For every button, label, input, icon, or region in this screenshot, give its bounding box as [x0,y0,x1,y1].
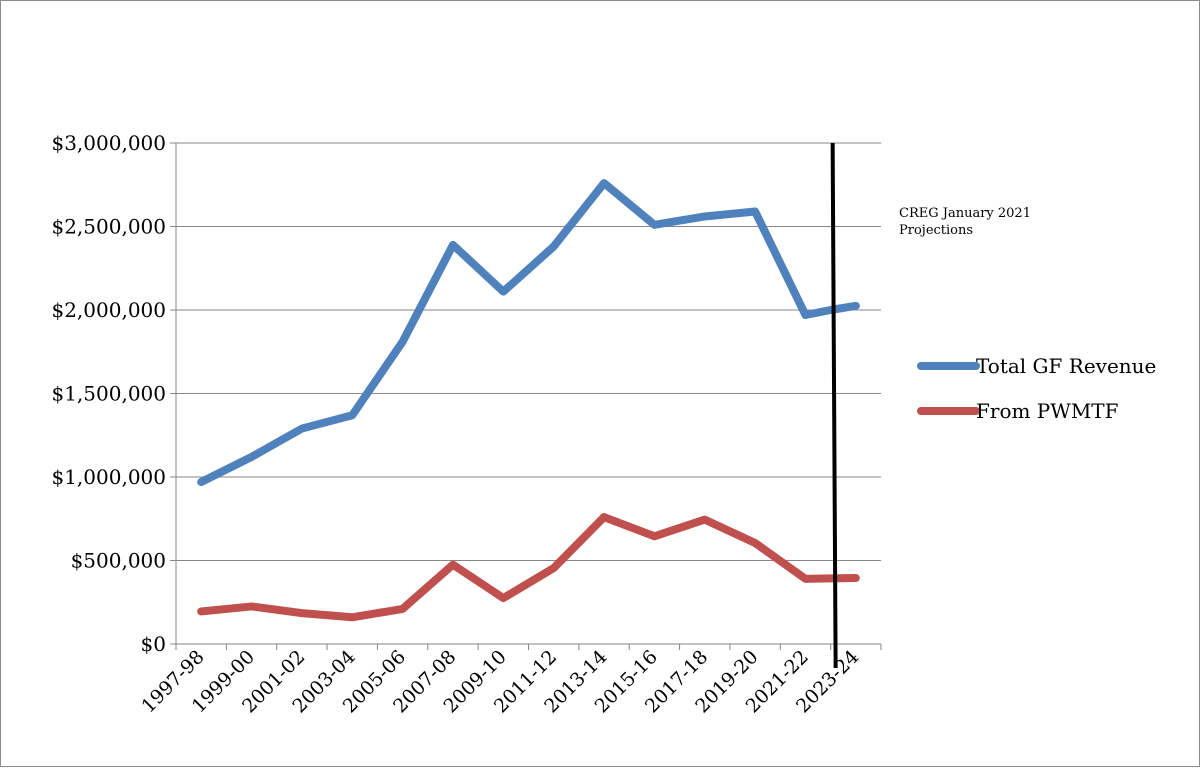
projection-divider-line [830,142,838,669]
data-point-from-pwmtf [653,535,655,537]
data-point-from-pwmtf [251,605,253,607]
data-point-total-gf-revenue [553,246,555,248]
x-axis-tick-labels: 1997-981999-002001-022003-042005-062007-… [137,646,863,717]
y-tick-label: $2,000,000 [51,298,166,322]
y-tick-label: $500,000 [71,549,166,573]
annotation-line-1: CREG January 2021 [899,206,1031,221]
data-point-total-gf-revenue [200,481,202,483]
data-point-total-gf-revenue [351,414,353,416]
data-point-total-gf-revenue [830,309,832,311]
data-point-from-pwmtf [452,564,454,566]
data-point-total-gf-revenue [301,428,303,430]
data-point-total-gf-revenue [251,456,253,458]
annotation-line-2: Projections [899,223,973,238]
data-point-from-pwmtf [553,567,555,569]
data-point-from-pwmtf [830,577,832,579]
data-point-total-gf-revenue [502,291,504,293]
data-point-total-gf-revenue [402,341,404,343]
data-point-from-pwmtf [402,608,404,610]
projection-annotation: CREG January 2021 Projections [830,142,1031,669]
data-point-from-pwmtf [301,612,303,614]
gridlines [176,142,881,561]
legend-label-from-pwmtf: From PWMTF [976,399,1119,423]
data-point-from-pwmtf [704,519,706,521]
data-point-from-pwmtf [200,610,202,612]
y-tick-label: $1,500,000 [51,382,166,406]
data-point-from-pwmtf [351,616,353,618]
axes [170,142,882,650]
data-point-total-gf-revenue [855,305,857,307]
y-tick-label: $1,000,000 [51,465,166,489]
data-point-total-gf-revenue [603,182,605,184]
data-point-from-pwmtf [502,597,504,599]
data-point-from-pwmtf [754,542,756,544]
data-point-from-pwmtf [603,516,605,518]
series-lines [197,179,860,622]
data-point-total-gf-revenue [704,215,706,217]
data-point-from-pwmtf [855,577,857,579]
legend: Total GF Revenue From PWMTF [917,354,1156,423]
legend-label-total-gf-revenue: Total GF Revenue [976,354,1156,378]
data-point-total-gf-revenue [804,314,806,316]
data-point-total-gf-revenue [653,224,655,226]
series-line-total-gf-revenue [197,179,860,487]
y-tick-label: $2,500,000 [51,215,166,239]
y-axis-tick-labels: $0 $500,000 $1,000,000 $1,500,000 $2,000,000… [51,131,166,656]
data-point-total-gf-revenue [754,210,756,212]
y-tick-label: $3,000,000 [51,131,166,155]
series-line-from-pwmtf [197,513,860,622]
data-point-total-gf-revenue [452,244,454,246]
data-point-from-pwmtf [804,578,806,580]
y-tick-label: $0 [141,632,166,656]
